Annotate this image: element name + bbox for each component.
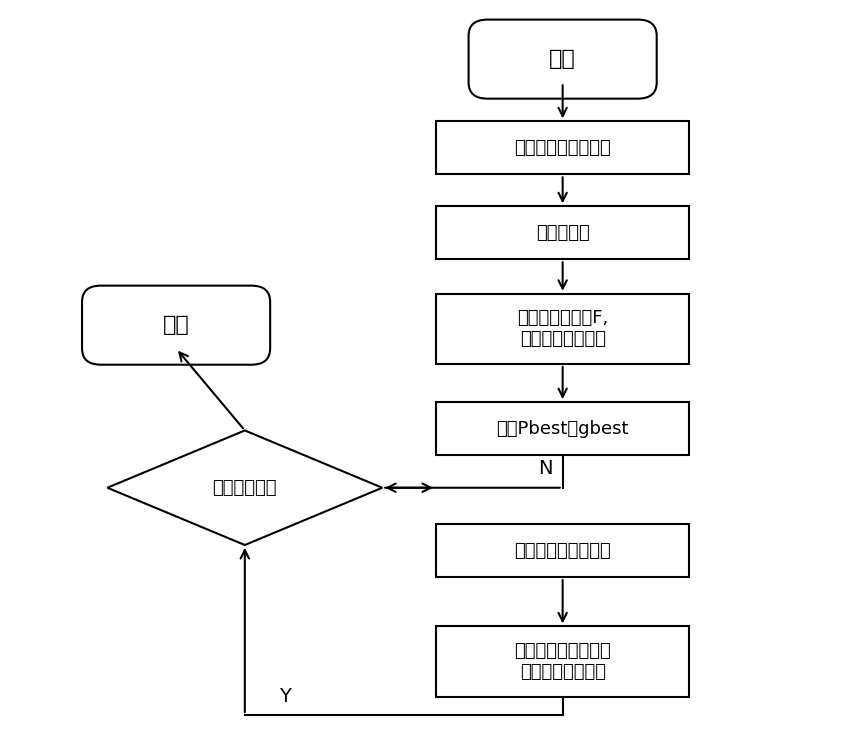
Bar	[436, 294, 689, 364]
Text: Y: Y	[279, 687, 291, 706]
Bar	[436, 402, 689, 455]
Text: 更新适应度函数、个
体最优和全局最优: 更新适应度函数、个 体最优和全局最优	[515, 642, 611, 681]
Polygon shape	[107, 430, 382, 545]
Text: 确定适应度函数F,
计算个体适应度值: 确定适应度函数F, 计算个体适应度值	[517, 310, 608, 348]
Text: 更新粒子位置和速度: 更新粒子位置和速度	[515, 542, 611, 559]
Text: 开始: 开始	[549, 49, 576, 69]
Text: 结束: 结束	[162, 315, 190, 336]
Text: 初始化种群: 初始化种群	[536, 224, 589, 242]
Bar	[436, 627, 689, 696]
Bar	[436, 524, 689, 577]
FancyBboxPatch shape	[82, 285, 270, 364]
Bar	[436, 206, 689, 259]
Text: N: N	[538, 460, 552, 478]
Bar	[436, 121, 689, 174]
Text: 满足终止条件: 满足终止条件	[212, 479, 277, 497]
Text: 设置参数、约束空间: 设置参数、约束空间	[515, 139, 611, 157]
Text: 初始Pbest和gbest: 初始Pbest和gbest	[497, 420, 629, 437]
FancyBboxPatch shape	[469, 20, 656, 98]
